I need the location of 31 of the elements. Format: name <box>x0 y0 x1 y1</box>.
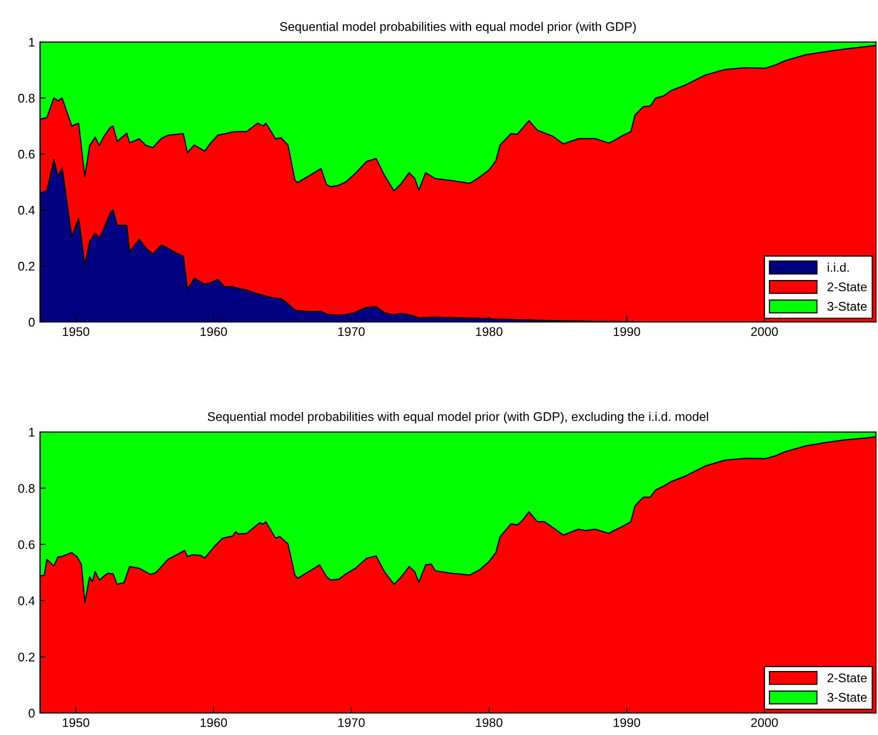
x-tick-label: 1950 <box>62 327 90 336</box>
y-tick-label: 0.2 <box>18 262 35 271</box>
x-tick-label: 1980 <box>476 327 502 336</box>
x-tick-label: 1970 <box>338 718 365 728</box>
y-tick-label: 1 <box>29 428 35 437</box>
y-tick-label: 0.8 <box>18 484 35 493</box>
x-tick-label: 1990 <box>614 718 640 728</box>
y-tick-label: 0.6 <box>18 150 35 159</box>
y-tick-label: 0.4 <box>18 206 35 215</box>
x-tick-label: 1970 <box>338 327 365 336</box>
legend-label: 3-State <box>827 692 867 702</box>
chart-title: Sequential model probabilities with equal model prior (with GDP) <box>280 22 636 34</box>
legend-label: i.i.d. <box>828 262 849 272</box>
y-tick-label: 0.2 <box>18 652 35 662</box>
x-tick-label: 1980 <box>476 718 502 728</box>
x-tick-label: 2000 <box>751 718 778 728</box>
y-tick-label: 0 <box>28 708 35 718</box>
y-tick-label: 0 <box>28 318 35 327</box>
x-tick-label: 1990 <box>614 327 640 336</box>
y-tick-label: 0.8 <box>18 94 35 103</box>
y-tick-label: 0.6 <box>18 540 35 550</box>
x-tick-label: 2000 <box>751 327 778 336</box>
x-tick-label: 1960 <box>200 327 227 336</box>
legend-label: 2-State <box>828 282 867 292</box>
chart-title: Sequential model probabilities with equal model prior (with GDP), excluding the i.i.d. model <box>208 412 708 424</box>
x-tick-label: 1960 <box>200 718 227 728</box>
x-tick-label: 1950 <box>62 718 90 728</box>
y-tick-label: 0.4 <box>18 596 35 606</box>
y-tick-label: 1 <box>29 38 35 47</box>
legend-label: 3-State <box>827 302 867 311</box>
legend-label: 2-State <box>828 673 867 682</box>
